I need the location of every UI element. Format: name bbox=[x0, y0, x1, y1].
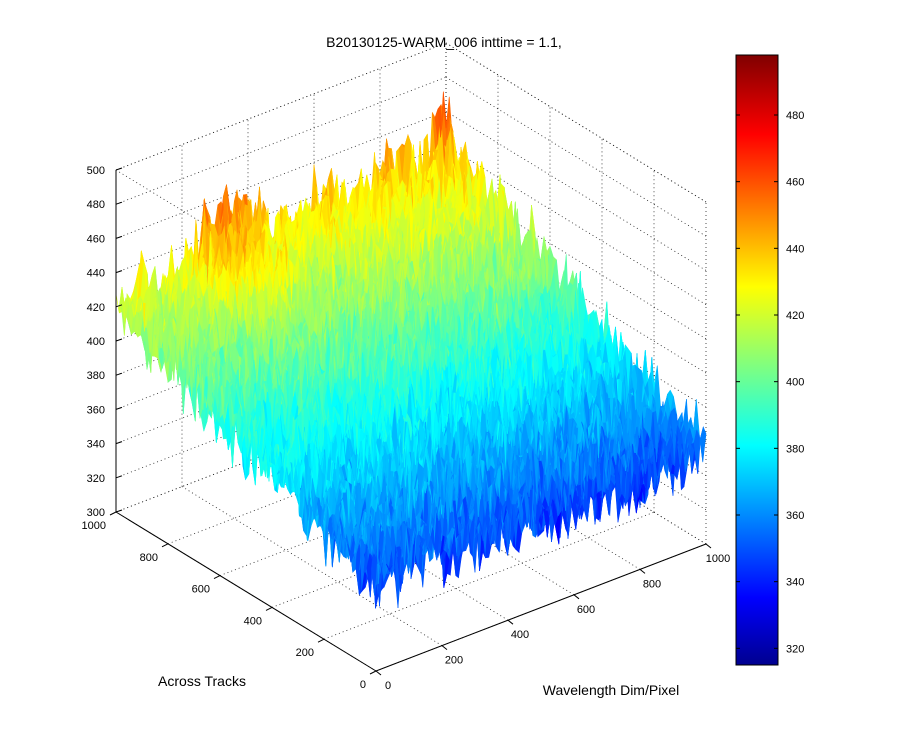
surface-plot bbox=[115, 91, 707, 609]
grid-line bbox=[181, 486, 443, 646]
grid-line bbox=[445, 145, 707, 305]
grid-line bbox=[115, 111, 447, 239]
chart-title: B20130125-WARM_006 inttime = 1.1, bbox=[326, 34, 562, 50]
grid-line bbox=[445, 111, 707, 271]
grid-line bbox=[445, 179, 707, 340]
grid-line bbox=[115, 42, 447, 171]
grid-line bbox=[445, 42, 707, 203]
grid-line bbox=[323, 511, 655, 640]
grid-line bbox=[115, 76, 447, 205]
grid-line bbox=[445, 76, 707, 237]
